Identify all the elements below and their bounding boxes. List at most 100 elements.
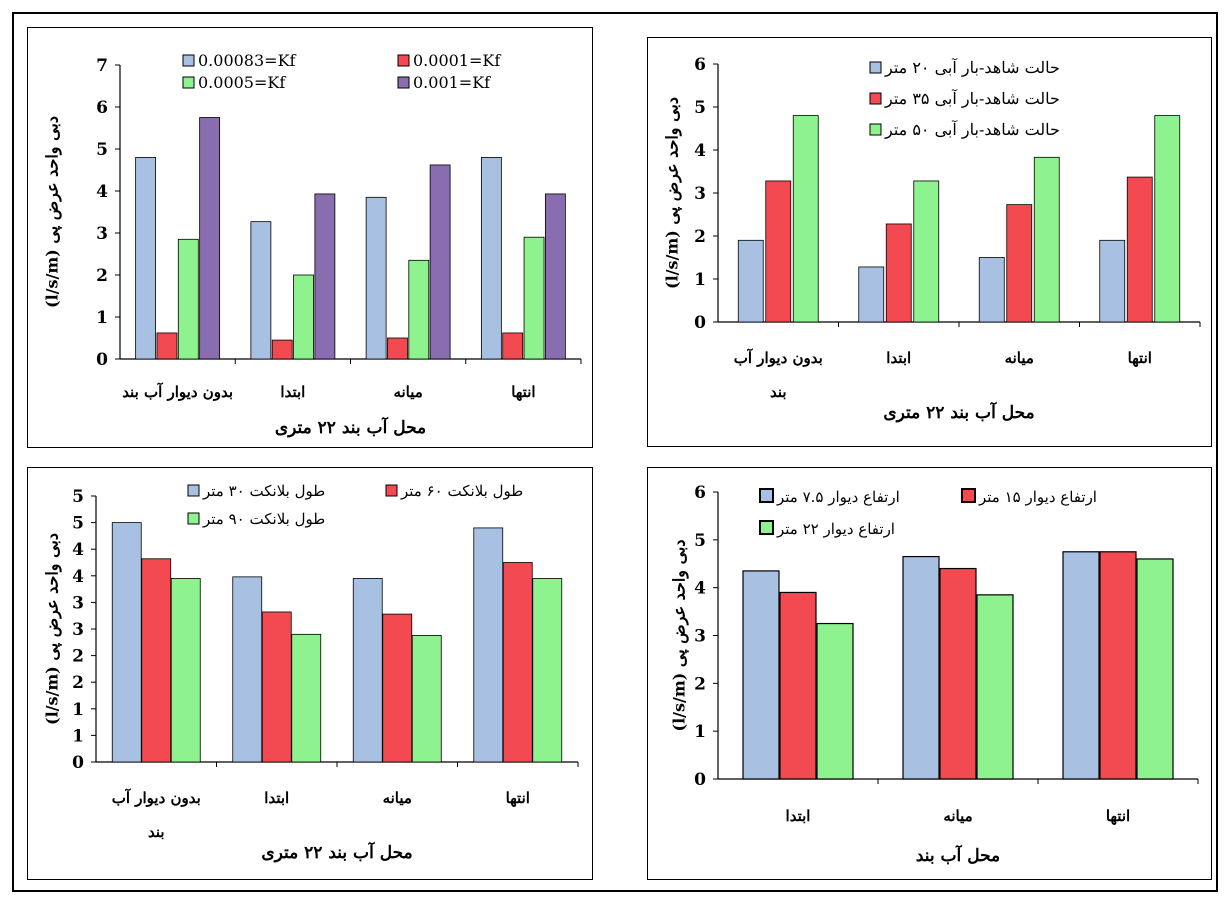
y-tick-label: 4: [72, 567, 84, 587]
y-tick-label: 1: [96, 308, 108, 328]
x-axis-title: محل آب بند: [916, 844, 1000, 866]
legend-swatch: [759, 488, 774, 503]
legend-swatch: [187, 512, 200, 525]
bar: [411, 634, 442, 763]
bar: [352, 578, 383, 763]
y-tick-label: 3: [694, 184, 706, 204]
bar: [291, 633, 322, 763]
y-tick-label: 6: [96, 98, 108, 118]
legend-label: ارتفاع دیوار ۷.۵ متر: [776, 488, 900, 506]
y-tick-label: 0: [694, 313, 706, 333]
bar: [737, 239, 764, 323]
y-tick-label: 4: [72, 540, 84, 560]
legend-label: طول بلانکت ۶۰ متر: [400, 482, 523, 500]
x-category-label: ابتدا: [886, 349, 911, 367]
bar: [261, 611, 292, 763]
x-category-label: بدون دیوار آب: [112, 788, 201, 807]
x-category-label: میانه: [393, 383, 422, 401]
y-tick-label: 1: [694, 270, 706, 290]
bar: [111, 522, 142, 763]
y-tick-label: 2: [694, 227, 706, 247]
x-category-label-wrap: بند: [148, 823, 165, 841]
bar: [902, 555, 940, 780]
bar: [913, 180, 940, 323]
y-tick-label: 5: [694, 531, 706, 551]
legend-label: 0.001=Kf: [413, 73, 491, 92]
bar: [1136, 558, 1174, 780]
legend-label: طول بلانکت ۳۰ متر: [202, 482, 325, 500]
legend-swatch: [759, 520, 774, 535]
x-axis-title: محل آب بند ۲۲ متری: [275, 416, 426, 438]
bar: [502, 332, 524, 360]
legend-swatch: [869, 123, 882, 136]
y-tick-label: 0: [96, 350, 108, 370]
y-tick-label: 5: [694, 98, 706, 118]
y-tick-label: 5: [72, 514, 84, 534]
x-category-label: ابتدا: [786, 807, 811, 825]
bar: [387, 337, 408, 360]
bar: [473, 527, 504, 763]
y-tick-label: 3: [72, 593, 84, 613]
x-category-label: بدون دیوار آب بند: [122, 382, 233, 401]
legend-label: حالت شاهد-بار آبی ۳۵ متر: [884, 88, 1060, 108]
y-axis-title: دبی واحد عرض پی (l/s/m): [663, 97, 683, 289]
bar: [544, 193, 566, 360]
legend-swatch: [187, 484, 200, 497]
x-axis-title: محل آب بند ۲۲ متری: [261, 841, 412, 863]
legend-swatch: [397, 54, 410, 67]
bar: [232, 576, 263, 763]
y-tick-label: 2: [72, 673, 84, 693]
y-tick-label: 3: [96, 224, 108, 244]
x-category-label: میانه: [383, 789, 412, 807]
chart-bottom-left: 0 1 1 2 2 3 3 4 4 5 5 بدون دیوار آب بند ابتدا میانه انت…: [43, 482, 579, 863]
figure-frame: [12, 12, 1218, 892]
chart-panel-top-left: 0 1 2 3 4 5 6 7 بدون دیوار آب بند ابتدا میانه انتها…: [27, 27, 593, 448]
bar: [135, 156, 157, 360]
y-axis-title: دبی واحد عرض پی (l/s/m): [43, 116, 63, 308]
bar: [1126, 176, 1153, 323]
bar: [885, 223, 912, 323]
x-category-label: ابتدا: [280, 383, 305, 401]
chart-bottom-right: 0 1 2 3 4 5 6 ابتدا میانه انتها محل آب بند دبی واحد…: [670, 483, 1199, 866]
x-category-label: میانه: [1005, 349, 1034, 367]
chart-panel-bottom-right: 0 1 2 3 4 5 6 ابتدا میانه انتها محل آب بند دبی واحد…: [647, 467, 1212, 880]
bar: [858, 266, 885, 323]
y-tick-label: 2: [72, 647, 84, 667]
bar: [365, 196, 387, 360]
bar: [1006, 204, 1033, 323]
bar: [532, 578, 563, 763]
bar: [1099, 239, 1126, 323]
chart-panel-top-right: 0 1 2 3 4 5 6 بدون دیوار آب بند ابتدا میانه انتها مح…: [647, 37, 1212, 447]
legend-swatch: [961, 488, 976, 503]
y-tick-label: 2: [694, 674, 706, 694]
chart-panel-bottom-left: 0 1 1 2 2 3 3 4 4 5 5 بدون دیوار آب بند ابتدا میانه انت…: [27, 467, 593, 880]
bar: [293, 274, 314, 360]
legend-label: طول بلانکت ۹۰ متر: [202, 510, 325, 528]
legend-swatch: [182, 54, 195, 67]
x-category-label: انتها: [1128, 349, 1152, 367]
y-tick-label: 1: [694, 722, 706, 742]
chart-top-left: 0 1 2 3 4 5 6 7 بدون دیوار آب بند ابتدا میانه انتها…: [43, 51, 582, 438]
legend-label: حالت شاهد-بار آبی ۵۰ متر: [884, 119, 1060, 139]
y-axis-title: دبی واحد عرض پی (l/s/m): [670, 539, 690, 731]
bar: [1154, 115, 1181, 323]
bar: [523, 236, 545, 360]
bar: [765, 180, 792, 323]
y-tick-label: 3: [72, 620, 84, 640]
y-tick-label: 6: [694, 55, 706, 75]
legend-swatch: [385, 484, 398, 497]
legend-label: 0.0005=Kf: [198, 73, 286, 92]
bar: [1033, 156, 1060, 323]
bar: [939, 567, 977, 780]
bar: [792, 115, 819, 323]
y-tick-label: 4: [96, 182, 108, 202]
legend-label: ارتفاع دیوار ۲۲ متر: [776, 520, 895, 538]
y-tick-label: 0: [72, 753, 84, 773]
bar: [314, 193, 336, 360]
x-category-label: بدون دیوار آب: [734, 348, 823, 367]
bar: [271, 339, 293, 360]
bar: [976, 594, 1014, 780]
y-tick-label: 5: [72, 487, 84, 507]
y-tick-label: 4: [694, 579, 706, 599]
bar: [429, 164, 451, 360]
